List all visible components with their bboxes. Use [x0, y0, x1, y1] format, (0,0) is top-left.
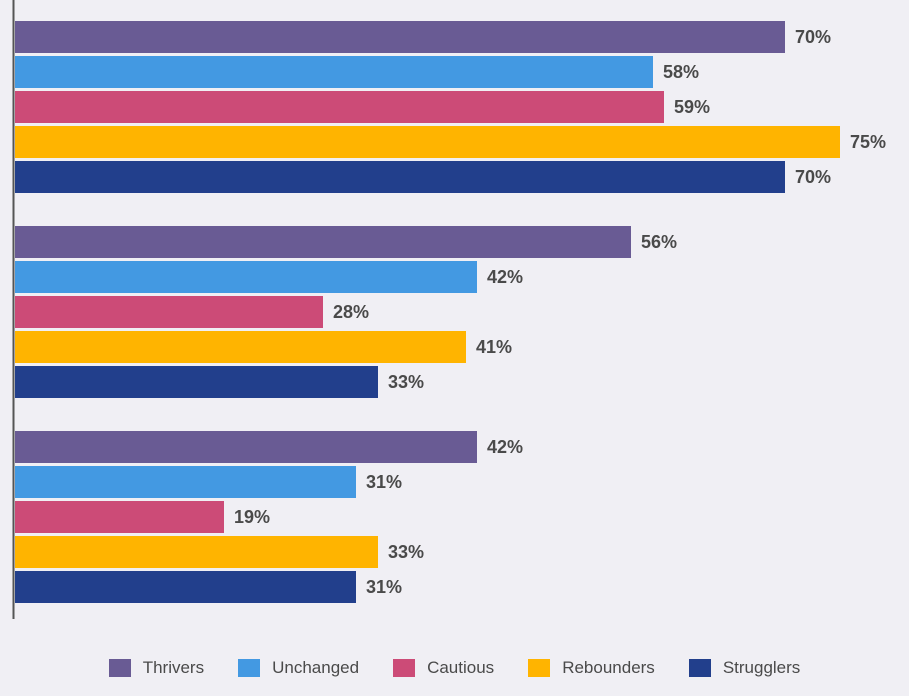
bar-unchanged-group-1: [15, 56, 653, 88]
data-label-unchanged-group-3: 31%: [366, 472, 402, 492]
bar-rebounders-group-1: [15, 126, 840, 158]
bar-thrivers-group-3: [15, 431, 477, 463]
legend-item-strugglers: Strugglers: [688, 658, 801, 678]
data-label-thrivers-group-3: 42%: [487, 437, 523, 457]
data-label-strugglers-group-2: 33%: [388, 372, 424, 392]
bar-strugglers-group-2: [15, 366, 378, 398]
legend-swatch-thrivers: [108, 659, 131, 677]
legend-label-cautious: Cautious: [427, 658, 495, 677]
data-label-unchanged-group-1: 58%: [663, 62, 699, 82]
data-label-unchanged-group-2: 42%: [487, 267, 523, 287]
data-label-strugglers-group-1: 70%: [795, 167, 831, 187]
chart-legend: Thrivers Unchanged Cautious Rebounders Strug…: [0, 648, 909, 688]
legend-label-strugglers: Strugglers: [722, 658, 801, 677]
legend-item-rebounders: Rebounders: [528, 658, 655, 678]
data-label-thrivers-group-2: 56%: [641, 232, 677, 252]
data-label-cautious-group-1: 59%: [674, 97, 710, 117]
bar-cautious-group-2: [15, 296, 323, 328]
data-label-strugglers-group-3: 31%: [366, 577, 402, 597]
bar-unchanged-group-3: [15, 466, 356, 498]
legend-label-rebounders: Rebounders: [562, 658, 655, 677]
legend-swatch-cautious: [393, 659, 416, 677]
bar-thrivers-group-2: [15, 226, 631, 258]
legend-swatch-rebounders: [528, 659, 551, 677]
legend-item-unchanged: Unchanged: [238, 658, 359, 678]
data-label-rebounders-group-1: 75%: [850, 132, 886, 152]
bar-rebounders-group-3: [15, 536, 378, 568]
bar-unchanged-group-2: [15, 261, 477, 293]
bar-cautious-group-1: [15, 91, 664, 123]
data-label-thrivers-group-1: 70%: [795, 27, 831, 47]
bar-strugglers-group-1: [15, 161, 785, 193]
bar-rebounders-group-2: [15, 331, 466, 363]
data-label-cautious-group-2: 28%: [333, 302, 369, 322]
data-label-rebounders-group-2: 41%: [476, 337, 512, 357]
bar-strugglers-group-3: [15, 571, 356, 603]
legend-swatch-strugglers: [688, 659, 711, 677]
legend-swatch-unchanged: [238, 659, 261, 677]
bar-cautious-group-3: [15, 501, 224, 533]
legend-label-unchanged: Unchanged: [272, 658, 360, 677]
chart-plot: 70% 58% 59% 75% 70% 56% 42% 28% 41% 33% 42% 31% 19% 3…: [12, 0, 886, 619]
legend-label-thrivers: Thrivers: [142, 658, 205, 677]
legend-item-cautious: Cautious: [393, 658, 494, 678]
bar-thrivers-group-1: [15, 21, 785, 53]
data-label-rebounders-group-3: 33%: [388, 542, 424, 562]
data-label-cautious-group-3: 19%: [234, 507, 270, 527]
legend-item-thrivers: Thrivers: [108, 658, 205, 678]
